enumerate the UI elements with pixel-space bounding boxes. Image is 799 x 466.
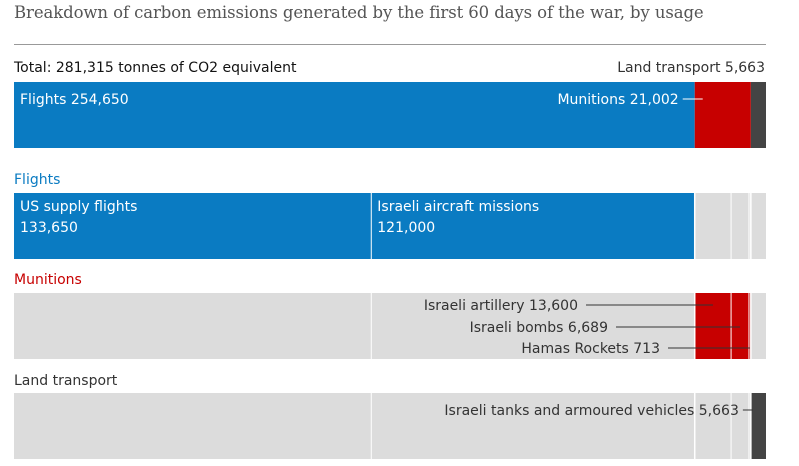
bg-israeli-tanks-and-armoured-vehicles: [750, 293, 766, 359]
label-israeli-aircraft-missions: Israeli aircraft missions: [377, 199, 539, 215]
label-israeli-bombs: Israeli bombs 6,689: [470, 320, 608, 336]
section-label-land-transport: Land transport: [14, 373, 118, 389]
land-transport-total-label: Land transport 5,663: [617, 60, 765, 76]
bg-israeli-bombs: [731, 193, 749, 259]
label-israeli-tanks-and-armoured-vehicles: Israeli tanks and armoured vehicles 5,66…: [444, 403, 738, 419]
bar-israeli-tanks-and-armoured-vehicles: [750, 393, 766, 459]
total-label: Total: 281,315 tonnes of CO2 equivalent: [14, 60, 297, 76]
chart-title: Breakdown of carbon emissions generated …: [14, 3, 704, 22]
label-munitions-total: Munitions 21,002: [557, 92, 678, 108]
bg-israeli-aircraft-missions: [371, 293, 695, 359]
bar-flights-total: [14, 82, 695, 148]
bar-us-supply-flights: [14, 193, 372, 259]
label-hamas-rockets: Hamas Rockets 713: [521, 341, 660, 357]
value-us-supply-flights: 133,650: [20, 220, 78, 236]
bg-israeli-artillery: [694, 193, 732, 259]
bg-israeli-tanks-and-armoured-vehicles: [750, 193, 766, 259]
bg-hamas-rockets: [748, 193, 751, 259]
bar-israeli-artillery: [694, 293, 732, 359]
bg-us-supply-flights: [14, 393, 372, 459]
bar-munitions-total: [694, 82, 751, 148]
bg-us-supply-flights: [14, 293, 372, 359]
bar-hamas-rockets: [748, 293, 751, 359]
bg-hamas-rockets: [748, 393, 751, 459]
section-label-munitions: Munitions: [14, 272, 82, 288]
bar-israeli-aircraft-missions: [371, 193, 695, 259]
label-us-supply-flights: US supply flights: [20, 199, 137, 215]
label-israeli-artillery: Israeli artillery 13,600: [424, 298, 578, 314]
bg-israeli-aircraft-missions: [371, 393, 695, 459]
title-divider: [14, 44, 766, 45]
label-flights-total: Flights 254,650: [20, 92, 129, 108]
bg-israeli-artillery: [694, 393, 732, 459]
bar-israeli-bombs: [731, 293, 749, 359]
bar-land-transport-total: [750, 82, 766, 148]
section-label-flights: Flights: [14, 172, 61, 188]
value-israeli-aircraft-missions: 121,000: [377, 220, 435, 236]
